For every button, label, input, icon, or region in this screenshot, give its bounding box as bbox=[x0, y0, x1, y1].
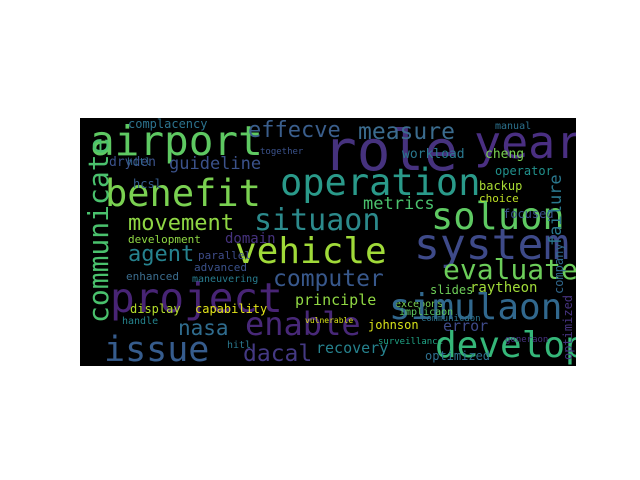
word-cloud: airport role year effecve measure compla… bbox=[80, 118, 576, 366]
word-surveillance: optimized bbox=[425, 349, 491, 363]
word-guideline: guideline bbox=[169, 154, 262, 174]
word-dacal: dacal bbox=[243, 341, 313, 366]
word-issue: issue bbox=[104, 330, 210, 367]
word-domain: domain bbox=[225, 231, 276, 247]
word-display: display bbox=[130, 302, 181, 316]
word-backup: backup bbox=[479, 179, 523, 193]
word-johnson: johnson bbox=[368, 318, 419, 332]
word-effecve: effecve bbox=[248, 118, 341, 143]
word-slides: slides bbox=[430, 283, 474, 297]
word-project: project bbox=[110, 274, 283, 322]
word-metrics: metrics bbox=[363, 194, 435, 214]
word-capability: capability bbox=[195, 302, 268, 316]
word-movement: movement bbox=[128, 211, 234, 236]
word-tasks: implicaon bbox=[399, 307, 454, 318]
word-year: year bbox=[474, 118, 576, 169]
word-develop: develop bbox=[435, 325, 576, 366]
word-company: company bbox=[552, 243, 566, 294]
word-computer: computer bbox=[273, 266, 384, 292]
word-hcsl: hcsl bbox=[133, 177, 162, 191]
word-implicaon: generaon bbox=[505, 335, 549, 345]
word-workload: workload bbox=[402, 147, 465, 162]
word-handle: handle bbox=[122, 316, 159, 327]
word-role: role bbox=[323, 119, 458, 184]
word-recovery: recovery bbox=[316, 339, 389, 357]
word-complacency: complacency bbox=[128, 118, 208, 131]
word-focused: focused bbox=[503, 207, 554, 221]
word-flightdeck: communicaon bbox=[421, 314, 481, 324]
word-generaon: maneuvering bbox=[192, 274, 259, 285]
word-failure: failure bbox=[546, 174, 566, 246]
word-cheng: cheng bbox=[485, 147, 525, 162]
word-choice: choice bbox=[479, 192, 519, 205]
word-raytheon: raytheon bbox=[470, 280, 538, 296]
word-soluon: soluon bbox=[431, 195, 565, 238]
word-excepons: excepons bbox=[395, 299, 444, 310]
word-operator: operator bbox=[495, 164, 553, 178]
word-enable: enable bbox=[245, 305, 361, 343]
word-simulaon: simulaon bbox=[389, 287, 563, 328]
word-optimized: optimized bbox=[561, 294, 575, 360]
word-evaluate: evaluate bbox=[443, 253, 576, 286]
word-together: surveillance bbox=[378, 337, 444, 347]
word-vulnerable: manual bbox=[495, 121, 532, 132]
word-maneuvering: together bbox=[260, 147, 304, 157]
word-communicate: communicate bbox=[82, 137, 115, 323]
word-parallel: parallel bbox=[198, 249, 251, 262]
word-system: system bbox=[414, 220, 570, 270]
word-agent: agent bbox=[128, 242, 195, 267]
word-airport: airport bbox=[90, 118, 263, 165]
word-advanced: advanced bbox=[194, 261, 247, 274]
word-enhanced: enhanced bbox=[126, 270, 179, 283]
word-hitl: hitl bbox=[227, 340, 252, 351]
word-development: development bbox=[128, 233, 201, 246]
word-nasa: nasa bbox=[178, 316, 229, 340]
word-communicaon: vulnerable bbox=[305, 316, 354, 325]
word-measure: measure bbox=[358, 119, 455, 145]
word-situaon: situaon bbox=[254, 203, 381, 238]
word-benefit: benefit bbox=[105, 172, 261, 215]
word-dryden: dryden bbox=[109, 155, 156, 170]
word-operation: operation bbox=[280, 161, 481, 204]
word-error: error bbox=[443, 317, 489, 335]
word-vehicle: vehicle bbox=[235, 231, 387, 272]
word-manual: hitl bbox=[127, 157, 152, 168]
word-principle: principle bbox=[295, 291, 377, 309]
